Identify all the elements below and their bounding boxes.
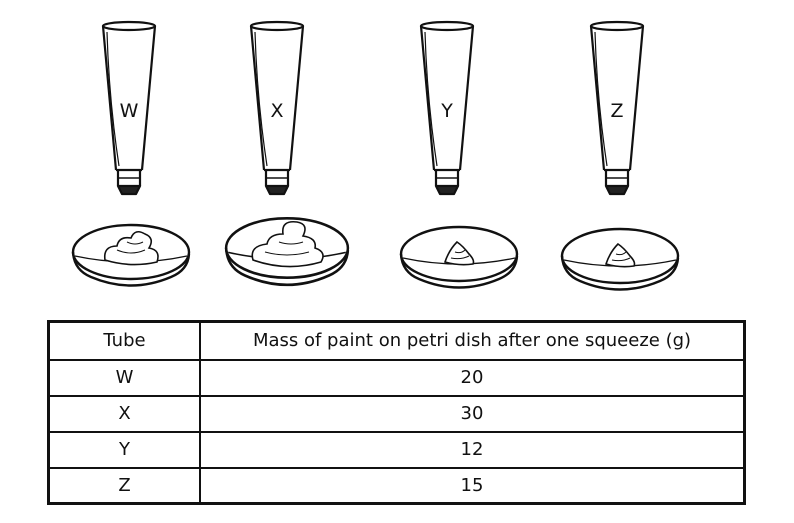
cell-mass: 20 xyxy=(199,358,746,397)
cell-mass: 15 xyxy=(199,466,746,505)
tube-y: Y xyxy=(419,20,475,196)
table-header-row: Tube Mass of paint on petri dish after o… xyxy=(47,320,746,361)
column-header-mass: Mass of paint on petri dish after one sq… xyxy=(199,320,746,361)
tube-x: X xyxy=(249,20,305,196)
tube-w: W xyxy=(101,20,157,196)
column-header-tube: Tube xyxy=(47,320,201,361)
cell-tube: Z xyxy=(47,466,201,505)
cell-mass: 30 xyxy=(199,394,746,433)
petri-dish-z xyxy=(560,227,680,291)
petri-dish-w xyxy=(71,223,191,287)
table-row: Z 15 xyxy=(47,466,746,505)
tube-z: Z xyxy=(589,20,645,196)
tube-w-label: W xyxy=(120,100,139,122)
tube-z-label: Z xyxy=(610,100,623,122)
table-row: W 20 xyxy=(47,358,746,397)
table-row: X 30 xyxy=(47,394,746,433)
petri-dish-y xyxy=(399,225,519,289)
paint-blob-y xyxy=(443,240,475,266)
petri-dish-x xyxy=(224,216,350,287)
paint-mass-table: Tube Mass of paint on petri dish after o… xyxy=(47,320,746,505)
table-row: Y 12 xyxy=(47,430,746,469)
tube-x-label: X xyxy=(270,100,283,122)
paint-blob-z xyxy=(604,242,636,268)
cell-tube: W xyxy=(47,358,201,397)
cell-tube: X xyxy=(47,394,201,433)
cell-mass: 12 xyxy=(199,430,746,469)
paint-blob-w xyxy=(103,230,159,266)
cell-tube: Y xyxy=(47,430,201,469)
tubes-and-dishes-illustration: W X Y Z xyxy=(71,20,680,291)
tube-y-label: Y xyxy=(440,100,453,122)
